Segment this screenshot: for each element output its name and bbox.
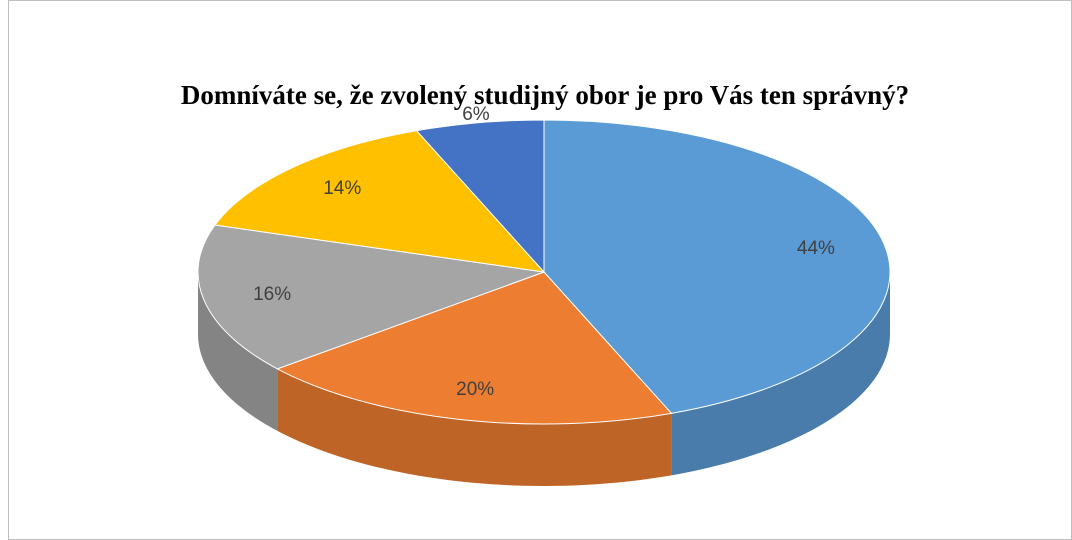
chart-title: Domníváte se, že zvolený studijný obor j… — [181, 80, 909, 110]
pie-slice — [197, 224, 545, 370]
pie-slice — [543, 119, 891, 414]
pie-slice — [214, 130, 546, 273]
data-label: 44% — [797, 238, 835, 259]
data-label: 16% — [253, 284, 291, 305]
pie-side — [198, 272, 278, 431]
pie-side — [671, 272, 890, 476]
data-label: 6% — [462, 104, 490, 125]
pie-side — [277, 368, 672, 486]
pie-slice — [415, 119, 545, 274]
data-label: 14% — [323, 178, 361, 199]
data-label: 20% — [456, 379, 494, 400]
pie-slice — [276, 271, 673, 425]
